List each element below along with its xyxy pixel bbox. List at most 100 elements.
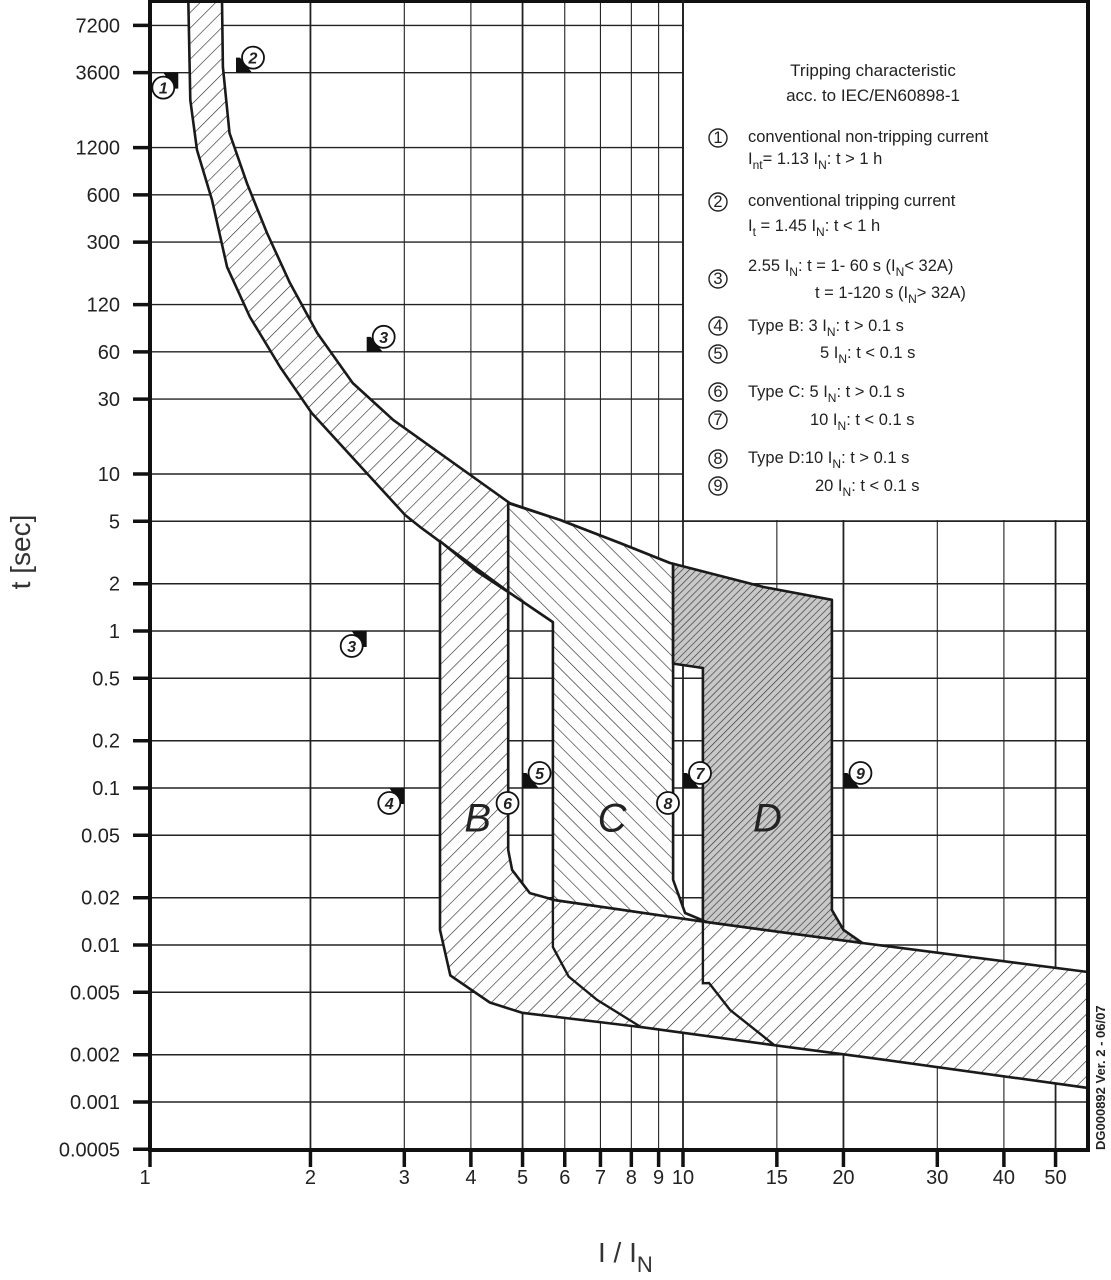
- marker-7: 7: [683, 761, 712, 788]
- x-tick-label: 50: [1044, 1167, 1066, 1189]
- marker-number: 6: [503, 796, 512, 813]
- legend-text: 10 I: [810, 411, 838, 429]
- legend-text-line: Type C: 5 IN: t > 0.1 s: [748, 383, 905, 405]
- legend-text: Type C: 5 I: [748, 383, 828, 401]
- legend-number: 8: [713, 450, 722, 468]
- y-tick-labels: 7200 3600 1200 600 300 120 60 30 10 5 2 1 0.5 0.2 0.1 0…: [59, 15, 150, 1161]
- legend-text-line: 2.55 IN: t = 1- 60 s (IN< 32A): [748, 257, 953, 279]
- x-tick-label: 3: [399, 1167, 410, 1189]
- legend-text-line: conventional non-tripping current: [748, 128, 989, 146]
- y-tick-label: 5: [109, 511, 120, 533]
- legend-text: : t < 0.1 s: [851, 477, 919, 495]
- tripping-regions: B C D: [187, 0, 1090, 1090]
- marker-circle-icon: [377, 791, 402, 815]
- legend-subscript: N: [832, 457, 841, 471]
- y-tick-label: 300: [87, 232, 120, 254]
- legend-number: 3: [713, 270, 722, 288]
- marker-number: 4: [384, 796, 394, 813]
- marker-5: 5: [522, 761, 552, 788]
- y-tick-label: 2: [109, 574, 120, 596]
- marker-3: 3: [366, 324, 396, 352]
- legend-number-circle-icon: [708, 410, 728, 430]
- marker-4: 4: [377, 788, 405, 815]
- marker-number: 1: [159, 81, 168, 98]
- type-C-lower-curve: [551, 899, 642, 1029]
- legend-text: : t < 0.1 s: [847, 344, 915, 362]
- legend-text: conventional non-tripping current: [748, 128, 989, 146]
- legend-subscript: N: [843, 485, 852, 499]
- legend-text: 20 I: [815, 477, 843, 495]
- legend-number-circle-icon: [708, 449, 728, 469]
- x-tick-label: 15: [766, 1167, 788, 1189]
- legend-number: 4: [713, 317, 722, 335]
- marker-9: 9: [843, 761, 873, 788]
- legend-text: 5 I: [820, 344, 838, 362]
- marker-8: 8: [656, 791, 680, 815]
- legend-text: Type B: 3 I: [748, 317, 827, 335]
- y-tick-label: 0.02: [81, 888, 120, 910]
- x-axis-label: I / IN: [598, 1237, 653, 1277]
- legend-text: : t > 0.1 s: [836, 383, 904, 401]
- marker-number: 3: [347, 639, 356, 656]
- region-label-D: D: [753, 796, 782, 840]
- y-tick-label: 0.2: [92, 731, 120, 753]
- legend-subscript: N: [816, 225, 825, 239]
- x-tick-label: 10: [672, 1167, 694, 1189]
- y-tick-label: 1200: [76, 138, 121, 160]
- x-tick-label: 20: [832, 1167, 854, 1189]
- marker-3: 3: [339, 631, 367, 658]
- marker-circle-icon: [339, 634, 364, 658]
- legend-text: I: [748, 217, 753, 235]
- y-tick-label: 7200: [76, 15, 121, 37]
- legend-text: : t > 0.1 s: [841, 449, 909, 467]
- legend-item-5: 5 5 IN: t < 0.1 s: [708, 344, 915, 366]
- legend-number: 7: [713, 411, 722, 429]
- chart-subtitle: acc. to IEC/EN60898-1: [786, 86, 960, 105]
- marker-2: 2: [236, 45, 265, 73]
- legend-number-circle-icon: [708, 344, 728, 364]
- legend-subscript: N: [818, 158, 827, 172]
- y-tick-label: 600: [87, 185, 120, 207]
- legend-text-line: 20 IN: t < 0.1 s: [815, 477, 920, 499]
- legend-item-2: 2 conventional tripping current It = 1.45 …: [708, 192, 956, 239]
- legend: Tripping characteristic acc. to IEC/EN60…: [708, 61, 989, 499]
- legend-text: : t > 1 h: [827, 150, 883, 168]
- x-tick-labels: 1 2 3 4 5 6 7 8 9 10 15 20 30 40 50: [139, 1150, 1067, 1189]
- region-label-C: C: [598, 796, 628, 840]
- y-tick-label: 0.001: [70, 1092, 120, 1114]
- legend-text: : t = 1- 60 s (I: [798, 257, 896, 275]
- legend-number-circle-icon: [708, 269, 728, 289]
- marker-number: 5: [535, 766, 545, 783]
- legend-item-8: 8 Type D:10 IN: t > 0.1 s: [708, 449, 909, 471]
- legend-box: [684, 1, 1087, 520]
- y-tick-label: 0.01: [81, 935, 120, 957]
- x-tick-label: 5: [517, 1167, 528, 1189]
- legend-number-circle-icon: [708, 316, 728, 336]
- legend-subscript: N: [838, 352, 847, 366]
- legend-number-circle-icon: [708, 128, 728, 148]
- legend-text: > 32A): [917, 284, 966, 302]
- legend-text: I: [748, 150, 753, 168]
- legend-subscript: t: [753, 225, 757, 239]
- x-tick-label: 30: [926, 1167, 948, 1189]
- legend-text-line: It = 1.45 IN: t < 1 h: [748, 217, 880, 239]
- markers: 1 2 3 3 4 5 6 7 8 9: [151, 45, 873, 815]
- marker-number: 8: [664, 796, 673, 813]
- legend-text: conventional tripping current: [748, 192, 956, 210]
- legend-text-line: Int= 1.13 IN: t > 1 h: [748, 150, 882, 172]
- y-tick-label: 0.005: [70, 982, 120, 1004]
- marker-number: 3: [379, 330, 388, 347]
- marker-circle-icon: [151, 75, 176, 100]
- x-tick-label: 7: [595, 1167, 606, 1189]
- y-tick-label: 60: [98, 342, 120, 364]
- legend-subscript: N: [908, 292, 917, 306]
- legend-text-line: 10 IN: t < 0.1 s: [810, 411, 915, 433]
- legend-text-line: 5 IN: t < 0.1 s: [820, 344, 915, 366]
- x-tick-label: 1: [139, 1167, 150, 1189]
- x-tick-label: 40: [993, 1167, 1015, 1189]
- marker-circle-icon: [241, 45, 265, 70]
- marker-circle-icon: [848, 761, 873, 785]
- legend-number-circle-icon: [708, 192, 728, 212]
- marker-number: 7: [696, 766, 706, 783]
